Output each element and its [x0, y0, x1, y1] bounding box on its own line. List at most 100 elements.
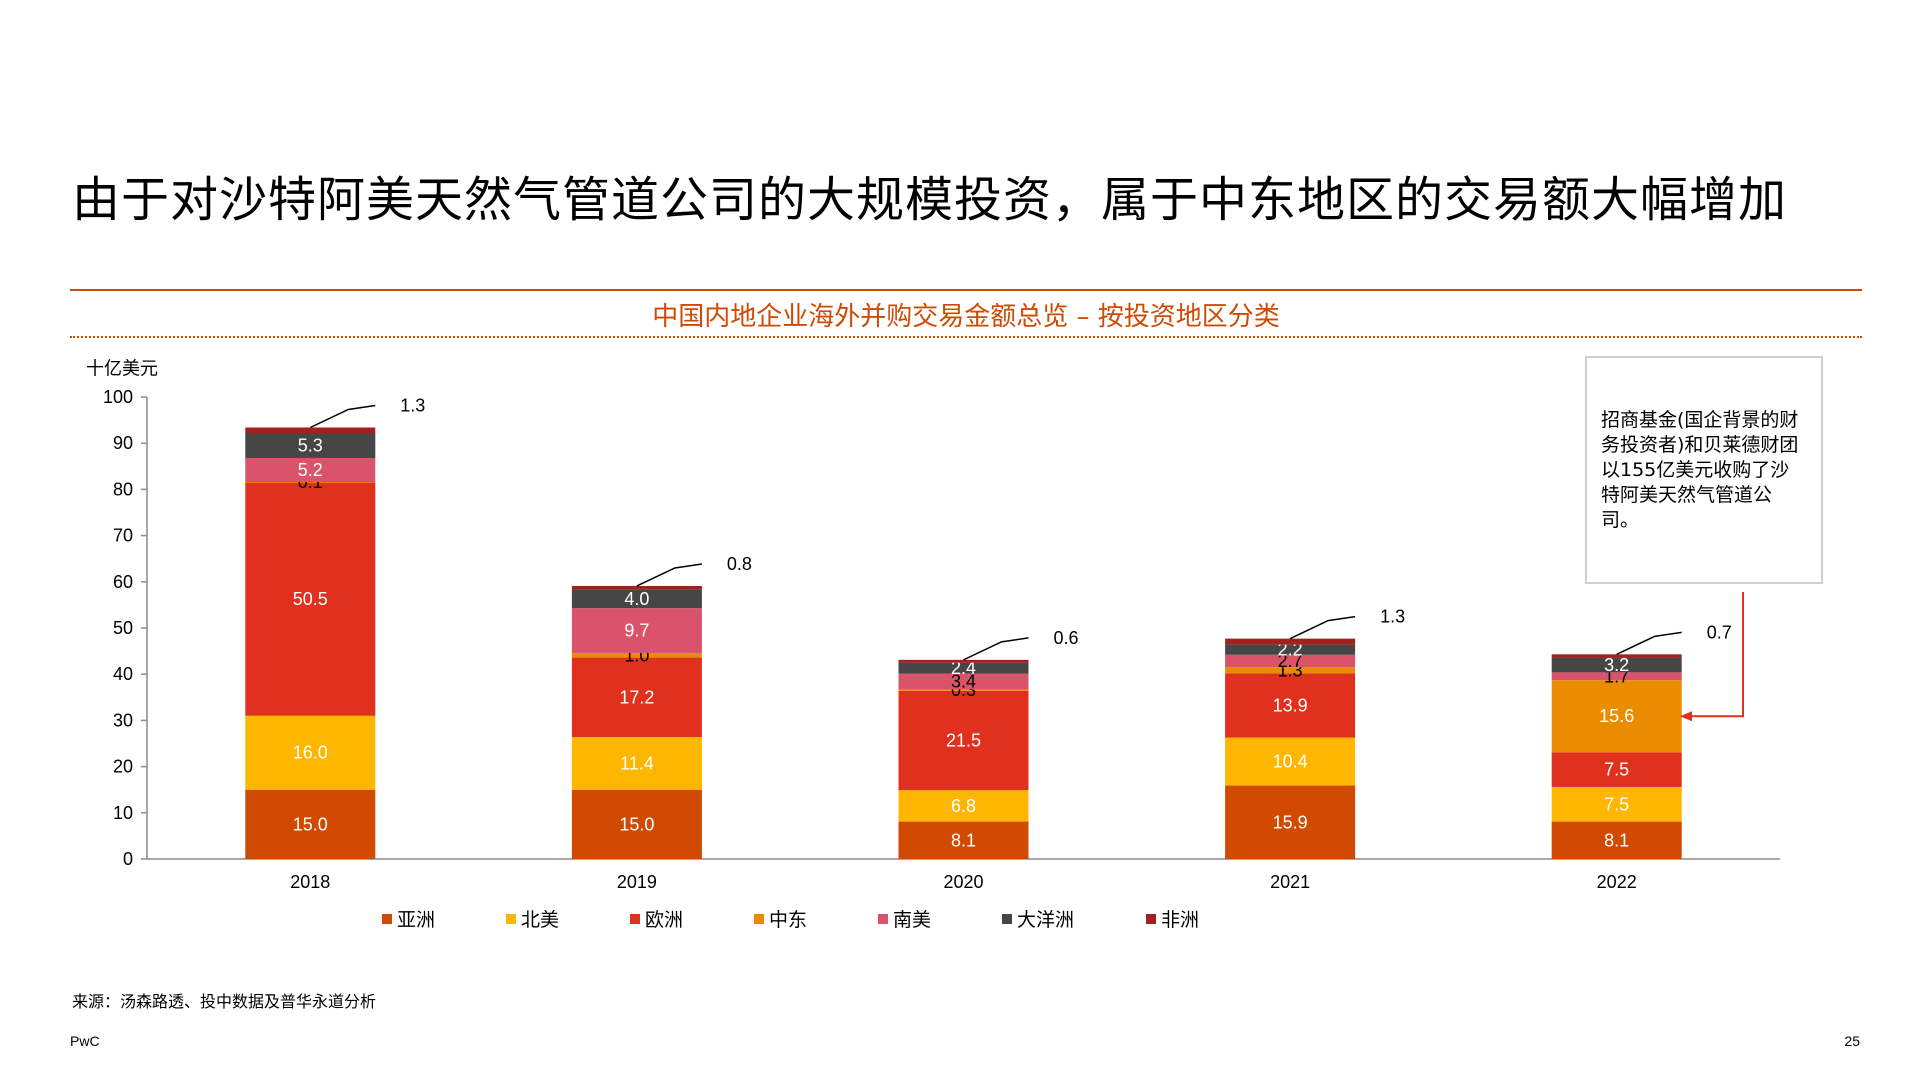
- bar-segment: [571, 652, 702, 658]
- bar-segment: [245, 789, 376, 859]
- y-tick-label: 70: [113, 526, 133, 546]
- legend-item: 南美: [878, 905, 931, 932]
- data-label: 1.3: [1380, 607, 1405, 627]
- bar-segment: [571, 737, 702, 790]
- chart-legend: 亚洲 北美 欧洲 中东 南美 大洋洲 非洲: [382, 905, 1382, 931]
- data-label: 15.0: [293, 814, 328, 834]
- y-tick-label: 30: [113, 710, 133, 730]
- y-tick-label: 80: [113, 479, 133, 499]
- legend-swatch: [1146, 914, 1156, 924]
- leader-line: [636, 563, 703, 587]
- bar-segment: [1551, 672, 1682, 681]
- bar-segment: [571, 608, 702, 653]
- legend-item: 亚洲: [382, 905, 435, 932]
- x-tick-label: 2022: [1597, 872, 1637, 892]
- legend-label: 欧洲: [645, 909, 684, 931]
- data-label: 13.9: [1273, 695, 1308, 715]
- legend-swatch: [754, 914, 764, 924]
- bar-segment: [1551, 657, 1682, 673]
- legend-label: 亚洲: [397, 909, 436, 931]
- annotation-callout: 招商基金(国企背景的财务投资者)和贝莱德财团以155亿美元收购了沙特阿美天然气管…: [1585, 356, 1823, 584]
- legend-label: 非洲: [1161, 909, 1200, 931]
- bar-segment: [245, 457, 376, 483]
- chart-title: 中国内地企业海外并购交易金额总览 – 按投资地区分类: [652, 302, 1280, 332]
- bar-segment: [898, 662, 1029, 674]
- bar-segment: [1225, 667, 1356, 674]
- data-label: 7.5: [1604, 794, 1629, 814]
- y-tick-label: 50: [113, 618, 133, 638]
- page-title: 由于对沙特阿美天然气管道公司的大规模投资，属于中东地区的交易额大幅增加: [72, 172, 1788, 228]
- legend-item: 非洲: [1146, 905, 1199, 932]
- y-tick-label: 10: [113, 803, 133, 823]
- x-tick-label: 2018: [290, 872, 330, 892]
- data-label: 50.5: [293, 589, 328, 609]
- y-tick-label: 60: [113, 572, 133, 592]
- y-tick-label: 100: [103, 387, 133, 407]
- bar-segment: [245, 715, 376, 790]
- bar-segment: [245, 482, 376, 483]
- bar-segment: [1225, 654, 1356, 668]
- bar-segment: [1225, 673, 1356, 738]
- data-label: 8.1: [1604, 830, 1629, 850]
- x-tick-label: 2019: [617, 872, 657, 892]
- bar-segment: [571, 789, 702, 859]
- data-label: 11.4: [620, 753, 654, 773]
- bar-segment: [898, 673, 1029, 690]
- legend-label: 北美: [521, 909, 560, 931]
- legend-swatch: [878, 914, 888, 924]
- data-label: 5.2: [298, 460, 323, 480]
- y-tick-label: 40: [113, 664, 133, 684]
- data-label: 16.0: [293, 743, 328, 763]
- y-tick-label: 20: [113, 757, 133, 777]
- bar-segment: [1551, 752, 1682, 787]
- data-label: 0.7: [1707, 622, 1732, 642]
- legend-swatch: [382, 914, 392, 924]
- y-tick-label: 90: [113, 433, 133, 453]
- data-label: 4.0: [624, 589, 649, 609]
- bar-segment: [1225, 785, 1356, 859]
- legend-label: 中东: [769, 909, 808, 931]
- source-note: 来源：汤森路透、投中数据及普华永道分析: [72, 992, 377, 1011]
- bar-segment: [898, 821, 1029, 859]
- legend-swatch: [630, 914, 640, 924]
- bar-segment: [898, 790, 1029, 822]
- data-label: 0.8: [727, 554, 752, 574]
- data-label: 3.2: [1604, 655, 1629, 675]
- leader-line: [1289, 615, 1356, 640]
- data-label: 17.2: [619, 687, 654, 707]
- legend-label: 南美: [893, 909, 932, 931]
- bar-segment: [1225, 644, 1356, 655]
- bar-segment: [245, 482, 376, 716]
- data-label: 5.3: [298, 436, 323, 456]
- y-tick-label: 0: [123, 849, 133, 869]
- footer-brand: PwC: [70, 1033, 100, 1049]
- bar-segment: [1225, 737, 1356, 786]
- title-rule: [70, 289, 1862, 291]
- bar-segment: [571, 585, 702, 590]
- leader-line: [1616, 631, 1682, 656]
- data-label: 15.9: [1273, 812, 1308, 832]
- bar-segment: [1551, 821, 1682, 859]
- data-label: 9.7: [624, 621, 649, 641]
- bar-segment: [898, 689, 1029, 691]
- data-label: 2.7: [1278, 651, 1303, 671]
- x-tick-label: 2021: [1270, 872, 1310, 892]
- x-tick-label: 2020: [943, 872, 983, 892]
- data-label: 15.6: [1599, 706, 1634, 726]
- legend-swatch: [506, 914, 516, 924]
- title-dotted-rule: [70, 336, 1862, 338]
- y-axis-title: 十亿美元: [86, 359, 158, 380]
- bar-segment: [898, 690, 1029, 791]
- data-label: 10.4: [1273, 752, 1308, 772]
- bar-segment: [1551, 680, 1682, 753]
- annotation-arrowhead: [1680, 711, 1692, 722]
- data-label: 2.4: [951, 658, 976, 678]
- data-label: 1.3: [400, 395, 425, 415]
- bar-segment: [1551, 786, 1682, 822]
- data-label: 6.8: [951, 796, 976, 816]
- annotation-arrow: [1690, 592, 1744, 718]
- bar-segment: [898, 659, 1029, 663]
- data-label: 21.5: [946, 730, 981, 750]
- data-label: 7.5: [1604, 760, 1629, 780]
